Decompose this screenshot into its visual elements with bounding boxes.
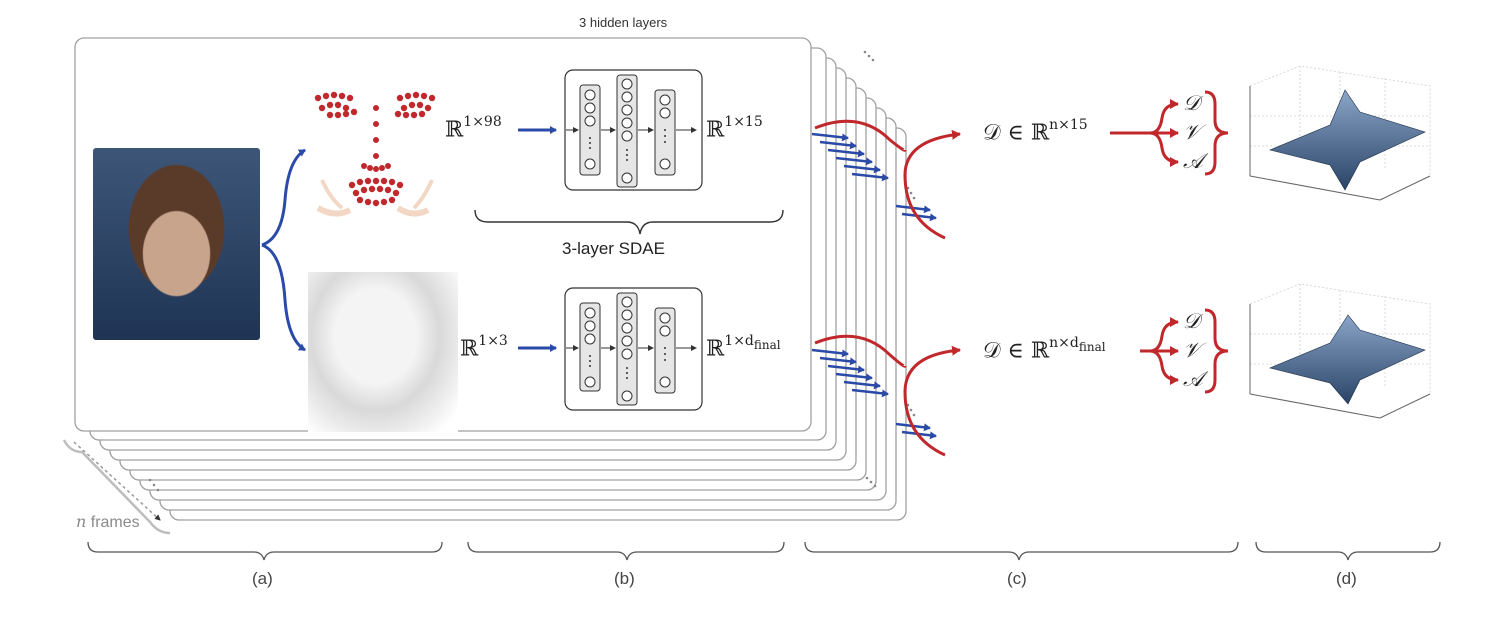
row1-output-dim: ℝ1×15	[706, 114, 763, 143]
dva-brace-bottom	[1204, 308, 1229, 394]
row2-output-dim: ℝ1×dfinal	[706, 333, 781, 362]
row2-descriptor-exp: n×d	[1049, 335, 1079, 351]
dva-top-a: 𝒜	[1183, 149, 1203, 173]
dva-top-v: 𝒱	[1183, 120, 1201, 144]
frames-direction-arrow	[62, 439, 171, 535]
frames-label-var: n	[76, 512, 87, 531]
row2-input-dim: ℝ1×3	[460, 333, 508, 362]
panel-braces	[87, 541, 1441, 561]
dva-bottom-d: 𝒟	[1183, 309, 1200, 333]
row1-descriptor: 𝒟 ∈ ℝn×15	[983, 117, 1088, 146]
dva-split-top	[1110, 99, 1179, 167]
row1-input-base: ℝ	[445, 117, 464, 143]
surface-plot-bottom	[1249, 283, 1431, 419]
row2-output-exp: 1×d	[724, 333, 754, 349]
row2-descriptor-base: 𝒟 ∈ ℝ	[983, 338, 1050, 364]
row1-descriptor-base: 𝒟 ∈ ℝ	[983, 120, 1050, 146]
panel-label-d: (d)	[1336, 569, 1357, 588]
red-merge-bottom	[814, 334, 961, 457]
red-merge-top	[814, 119, 961, 240]
frames-label-text: frames	[86, 514, 140, 531]
face-photo	[93, 148, 260, 340]
panel-label-b: (b)	[614, 569, 635, 588]
row1-output-base: ℝ	[706, 117, 725, 143]
sdae-label: 3-layer SDAE	[562, 239, 665, 258]
facial-landmarks	[314, 91, 436, 217]
dva-split-bottom	[1140, 317, 1179, 385]
output-arrow-stack-top	[811, 132, 937, 222]
row2-descriptor: 𝒟 ∈ ℝn×dfinal	[983, 335, 1106, 364]
frames-label: n frames	[76, 514, 140, 531]
row2-descriptor-sub: final	[1078, 339, 1106, 354]
panel-label-a: (a)	[252, 569, 273, 588]
dva-bottom-a: 𝒜	[1183, 367, 1203, 391]
row2-output-sub: final	[753, 337, 781, 352]
sdae-network-top	[564, 69, 703, 191]
3d-head-render	[308, 272, 458, 432]
sdae-network-bottom	[564, 287, 703, 411]
stack-ellipsis	[148, 50, 877, 492]
dva-bottom-v: 𝒱	[1183, 338, 1201, 362]
row1-input-exp: 1×98	[463, 114, 502, 130]
row2-input-exp: 1×3	[478, 333, 508, 349]
face-split-arrows	[261, 148, 306, 352]
surface-plot-top	[1249, 65, 1431, 201]
hidden-layers-label: 3 hidden layers	[579, 15, 668, 30]
row1-descriptor-exp: n×15	[1049, 117, 1088, 133]
row2-input-base: ℝ	[460, 336, 479, 362]
row1-input-dim: ℝ1×98	[445, 114, 502, 143]
dva-brace-top	[1204, 90, 1229, 176]
panel-label-c: (c)	[1007, 569, 1027, 588]
row2-output-base: ℝ	[706, 336, 725, 362]
sdae-brace	[474, 209, 784, 235]
row1-output-exp: 1×15	[724, 114, 763, 130]
dva-top-d: 𝒟	[1183, 91, 1200, 115]
